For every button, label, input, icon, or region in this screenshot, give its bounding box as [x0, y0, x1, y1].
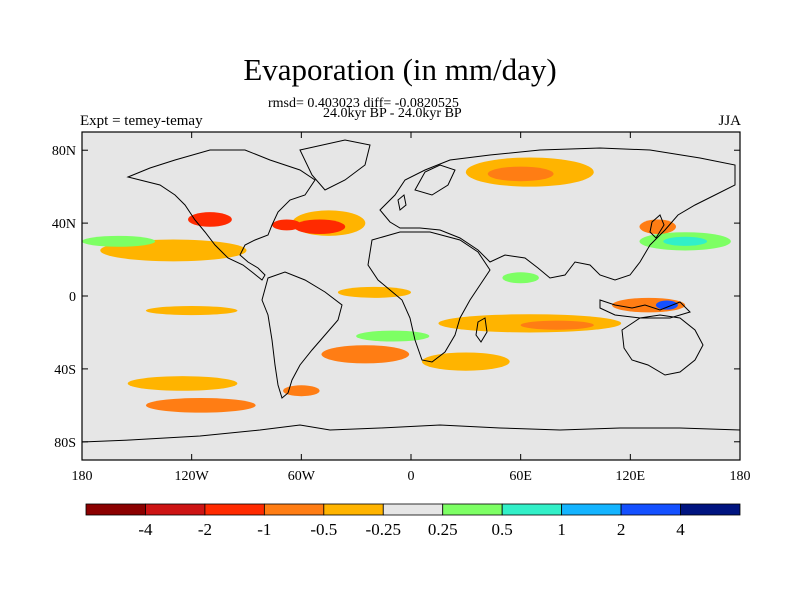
experiment-label: Expt = temey-temay [80, 113, 203, 129]
anomaly-south-atlantic [321, 345, 410, 364]
colorbar-swatch [680, 503, 741, 516]
lon-tick-label: 60W [288, 469, 316, 484]
colorbar-label: -0.5 [310, 520, 337, 539]
anomaly-sw-pacific [127, 376, 238, 391]
lat-tick-label: 40S [54, 363, 76, 378]
anomaly-nordic-core [487, 166, 554, 182]
lat-tick-label: 80S [54, 436, 76, 451]
anomaly-agulhas [421, 352, 510, 371]
colorbar-label: -1 [257, 520, 271, 539]
colorbar-label: -2 [198, 520, 212, 539]
anomaly-indian-core [520, 320, 594, 330]
lon-tick-label: 60E [509, 469, 532, 484]
axis-ticks: 180 120W 60W 0 60E 120E 180 80N 40N 0 40S 80S [52, 132, 751, 484]
lon-tick-label: 180 [730, 469, 751, 484]
season-label: JJA [718, 113, 741, 129]
anomaly-equatorial-atlantic [337, 286, 412, 298]
colorbar-label: 0.25 [428, 520, 458, 539]
anomaly-gulf-stream [272, 219, 302, 231]
colorbar-label: 0.5 [492, 520, 513, 539]
colorbar-swatch [561, 503, 622, 516]
lon-tick-label: 120W [175, 469, 210, 484]
anomaly-east-asia [639, 219, 677, 235]
colorbar-swatch [620, 503, 681, 516]
anomaly-north-atlantic-core [294, 219, 346, 235]
anomaly-south-pacific-band [145, 398, 256, 413]
coastline-australia [621, 314, 704, 376]
anomaly-north-pacific-east [82, 235, 156, 247]
lat-tick-label: 80N [52, 144, 76, 159]
lon-tick-label: 0 [408, 469, 415, 484]
anomaly-patagonia [283, 385, 320, 397]
coastline-madagascar [475, 317, 488, 343]
anomaly-maritime-blue [655, 300, 678, 310]
coastline-scandinavia [414, 164, 456, 196]
colorbar-label: 1 [557, 520, 566, 539]
stats-line: rmsd= 0.403023 diff= -0.0820525 [268, 96, 459, 111]
page-title: Evaporation (in mm/day) [243, 52, 557, 87]
colorbar-label: 2 [617, 520, 626, 539]
colorbar-label: 4 [676, 520, 685, 539]
coastline-japan [649, 214, 665, 239]
coastline-north-america [126, 149, 316, 281]
colorbar-swatch [382, 503, 444, 516]
colorbar-swatch [145, 503, 206, 516]
anomaly-pacific-nw [188, 212, 232, 227]
coastline-antarctica [82, 424, 740, 443]
colorbar-swatch [323, 503, 384, 516]
lat-tick-label: 0 [69, 290, 76, 305]
coastline-greenland [299, 139, 371, 191]
coastline-south-america [261, 271, 343, 399]
anomaly-layer [82, 157, 731, 413]
anomaly-south-atlantic-green [356, 330, 430, 342]
colorbar-label: -0.25 [366, 520, 401, 539]
coastline-eurasia [379, 147, 736, 281]
coastline-africa [367, 231, 491, 363]
lon-tick-label: 120E [616, 469, 646, 484]
anomaly-tropical-pacific [145, 306, 238, 316]
anomaly-nw-pacific-cyan [663, 236, 708, 246]
lon-tick-label: 180 [72, 469, 93, 484]
coastline-british-isles [397, 194, 407, 211]
coastline-layer [82, 139, 740, 443]
coastline-indonesia [599, 299, 691, 319]
period-line: 24.0kyr BP - 24.0kyr BP [323, 106, 462, 121]
colorbar-swatch [263, 503, 325, 516]
colorbar-swatch [85, 503, 146, 516]
colorbar-swatch [204, 503, 265, 516]
lat-tick-label: 40N [52, 217, 76, 232]
colorbar-swatch [442, 503, 503, 516]
colorbar-swatch [501, 503, 563, 516]
colorbar: -4 -2 -1 -0.5 -0.25 0.25 0.5 1 2 4 [85, 503, 741, 539]
colorbar-label: -4 [138, 520, 153, 539]
anomaly-arabian-green [502, 272, 539, 284]
